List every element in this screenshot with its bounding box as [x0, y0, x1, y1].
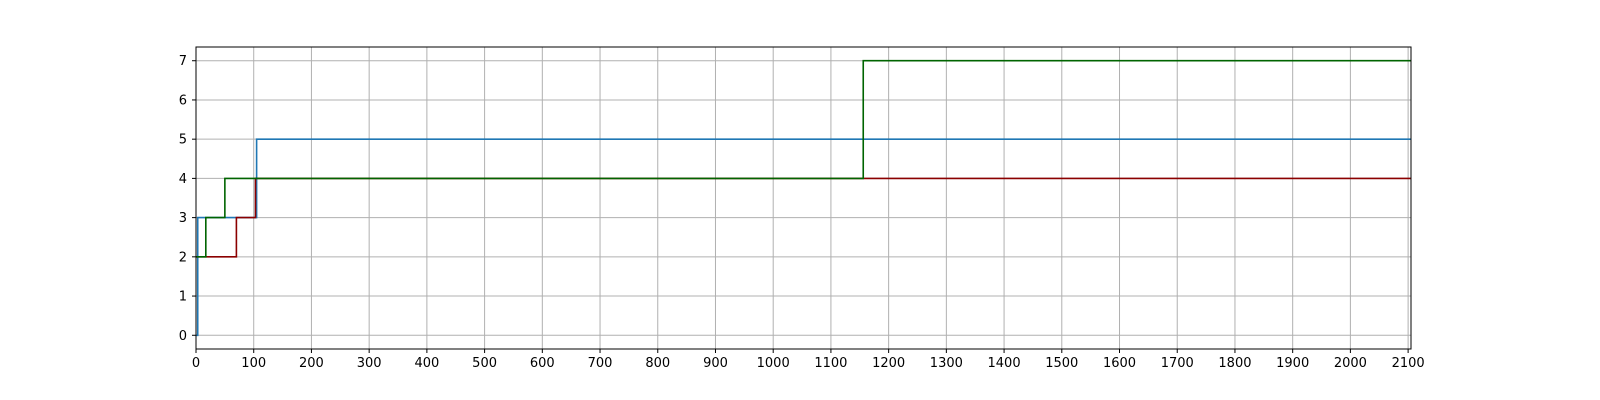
- plot-frame: [195, 46, 1412, 350]
- x-tick-label: 500: [472, 356, 497, 371]
- x-tick-label: 2100: [1392, 356, 1425, 371]
- y-tick-label: 5: [179, 133, 187, 148]
- x-tick-label: 1100: [814, 356, 847, 371]
- y-tick-label: 3: [179, 211, 187, 226]
- x-tick-label: 600: [530, 356, 555, 371]
- y-tick-label: 7: [179, 54, 187, 69]
- y-tick-label: 6: [179, 93, 187, 108]
- x-tick-label: 100: [241, 356, 266, 371]
- x-tick-label: 1600: [1103, 356, 1136, 371]
- series-layer: [196, 59, 1411, 337]
- grid: [195, 47, 1411, 349]
- series-line-1: [196, 138, 1411, 337]
- ticks: 0 100 200 300 400 500 600 700 800 900 1000 1100 1200…: [179, 54, 1425, 371]
- x-tick-label: 2000: [1334, 356, 1367, 371]
- x-tick-label: 700: [588, 356, 613, 371]
- y-tick-label: 1: [179, 290, 187, 305]
- series-line-3: [196, 59, 1411, 258]
- x-tick-label: 1700: [1161, 356, 1194, 371]
- y-tick-label: 2: [179, 250, 187, 265]
- x-tick-label: 0: [192, 356, 200, 371]
- x-tick-label: 1200: [872, 356, 905, 371]
- x-tick-label: 800: [645, 356, 670, 371]
- x-tick-label: 900: [703, 356, 728, 371]
- x-tick-label: 300: [357, 356, 382, 371]
- x-tick-label: 1300: [930, 356, 963, 371]
- x-tick-label: 200: [299, 356, 324, 371]
- x-tick-label: 1900: [1276, 356, 1309, 371]
- y-tick-label: 0: [179, 329, 187, 344]
- x-tick-label: 400: [414, 356, 439, 371]
- y-tick-label: 4: [179, 172, 187, 187]
- x-tick-label: 1800: [1218, 356, 1251, 371]
- x-tick-label: 1500: [1045, 356, 1078, 371]
- x-tick-label: 1000: [757, 356, 790, 371]
- x-tick-label: 1400: [988, 356, 1021, 371]
